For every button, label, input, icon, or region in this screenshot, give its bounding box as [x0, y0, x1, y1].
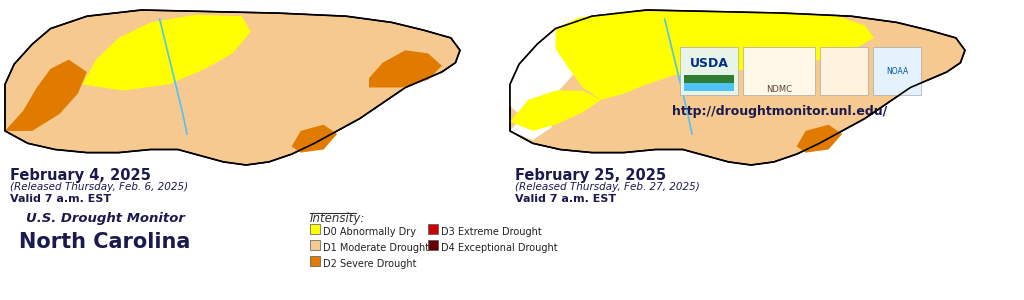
Bar [428, 240, 438, 250]
Bar [310, 256, 319, 266]
Text: D4 Exceptional Drought: D4 Exceptional Drought [441, 243, 558, 253]
Bar [428, 224, 438, 234]
Text: (Released Thursday, Feb. 27, 2025): (Released Thursday, Feb. 27, 2025) [515, 182, 699, 192]
Text: D1 Moderate Drought: D1 Moderate Drought [323, 243, 429, 253]
Text: D3 Extreme Drought: D3 Extreme Drought [441, 227, 542, 237]
Text: Valid 7 a.m. EST: Valid 7 a.m. EST [10, 194, 112, 204]
Text: Intensity:: Intensity: [310, 212, 366, 225]
Polygon shape [510, 10, 965, 165]
Polygon shape [510, 28, 592, 122]
Bar [680, 47, 738, 95]
Polygon shape [292, 125, 337, 153]
Polygon shape [555, 11, 874, 100]
Bar [684, 75, 734, 91]
Text: D0 Abnormally Dry: D0 Abnormally Dry [323, 227, 416, 237]
Bar [743, 47, 815, 95]
Polygon shape [5, 60, 87, 131]
Text: NDMC: NDMC [766, 85, 792, 94]
Text: (Released Thursday, Feb. 6, 2025): (Released Thursday, Feb. 6, 2025) [10, 182, 188, 192]
Text: Valid 7 a.m. EST: Valid 7 a.m. EST [515, 194, 616, 204]
Polygon shape [510, 91, 601, 131]
Text: U.S. Drought Monitor: U.S. Drought Monitor [26, 212, 184, 225]
Bar [310, 224, 319, 234]
Text: North Carolina: North Carolina [19, 232, 190, 252]
Text: February 25, 2025: February 25, 2025 [515, 168, 667, 183]
Polygon shape [510, 106, 560, 140]
Polygon shape [797, 125, 842, 153]
Text: D2 Severe Drought: D2 Severe Drought [323, 259, 417, 269]
Bar [684, 83, 734, 91]
Text: http://droughtmonitor.unl.edu/: http://droughtmonitor.unl.edu/ [673, 105, 888, 118]
Bar [310, 240, 319, 250]
Polygon shape [82, 15, 251, 91]
Polygon shape [5, 10, 460, 165]
Text: February 4, 2025: February 4, 2025 [10, 168, 151, 183]
Polygon shape [369, 50, 441, 88]
Bar [873, 47, 921, 95]
Bar [820, 47, 868, 95]
Text: USDA: USDA [689, 57, 728, 70]
Text: NOAA: NOAA [886, 67, 908, 76]
